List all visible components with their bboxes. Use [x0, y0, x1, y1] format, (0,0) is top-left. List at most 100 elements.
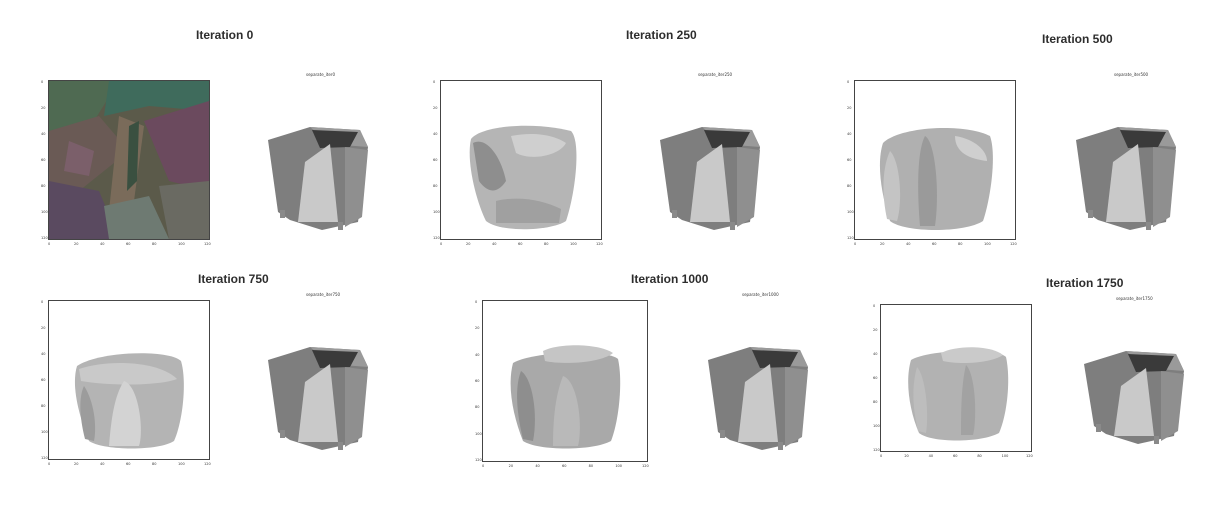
y-tick-label: 120	[41, 456, 48, 460]
chair-render	[74, 353, 184, 449]
render-plot: 0 20 40 60 80 100 120 0 20 40 60 80 100 120	[474, 296, 650, 470]
x-tick-label: 40	[928, 454, 934, 458]
y-tick-label: 100	[873, 424, 880, 428]
x-tick-label: 100	[570, 242, 577, 246]
x-tick-label: 20	[880, 242, 885, 246]
chair-mesh	[660, 127, 760, 230]
y-tick-label: 40	[41, 352, 46, 356]
x-tick-label: 0	[440, 242, 443, 246]
x-tick-label: 20	[904, 454, 909, 458]
subplot-caption: separate_iter1000	[742, 292, 779, 297]
x-tick-label: 60	[126, 462, 131, 466]
y-tick-label: 60	[847, 158, 852, 162]
x-tick-label: 0	[48, 462, 51, 466]
x-tick-label: 0	[880, 454, 883, 458]
mesh-view: separate_iter0	[250, 72, 380, 232]
y-tick-label: 0	[475, 300, 478, 304]
x-tick-label: 0	[854, 242, 857, 246]
subplot-caption: separate_iter250	[698, 72, 733, 77]
y-tick-label: 40	[433, 132, 438, 136]
x-tick-label: 80	[977, 454, 982, 458]
y-tick-label: 0	[847, 80, 850, 84]
x-tick-label: 60	[953, 454, 958, 458]
y-tick-label: 20	[847, 106, 852, 110]
render-plot: 0 20 40 60 80 100 120 0 20 40 60 80 100 120	[872, 300, 1034, 460]
y-tick-label: 40	[847, 132, 852, 136]
subplot-caption: separate_iter1750	[1116, 296, 1153, 301]
initial-texture-render	[49, 81, 209, 239]
y-tick-label: 80	[847, 184, 852, 188]
render-plot: 0 20 40 60 80 100 120 0 20 40 60 80 100 120	[432, 76, 604, 248]
y-tick-label: 60	[41, 378, 46, 382]
x-tick-label: 120	[642, 464, 649, 468]
x-tick-label: 100	[984, 242, 991, 246]
y-tick-label: 120	[475, 458, 482, 462]
chair-render	[908, 347, 1009, 441]
y-tick-label: 120	[433, 236, 440, 240]
group-title: Iteration 0	[196, 28, 254, 42]
plot-area	[880, 304, 1032, 452]
mesh-view: separate_iter1000	[690, 292, 820, 452]
x-tick-label: 80	[958, 242, 963, 246]
y-tick-label: 100	[847, 210, 854, 214]
mesh-view: separate_iter1750	[1066, 296, 1196, 456]
y-tick-label: 80	[41, 404, 46, 408]
y-tick-label: 60	[873, 376, 878, 380]
mesh-view: separate_iter500	[1058, 72, 1188, 232]
y-tick-label: 0	[41, 80, 44, 84]
group-title: Iteration 500	[1042, 32, 1113, 46]
x-tick-label: 0	[482, 464, 485, 468]
x-tick-label: 80	[152, 462, 157, 466]
x-tick-label: 120	[596, 242, 603, 246]
y-tick-label: 120	[873, 448, 880, 452]
x-tick-label: 120	[204, 242, 211, 246]
plot-area	[440, 80, 602, 240]
y-tick-label: 100	[433, 210, 440, 214]
render-plot: 0 20 40 60 80 100 120 0 20 40 60 80 100 120	[40, 296, 212, 468]
x-tick-label: 60	[126, 242, 131, 246]
plot-area	[48, 300, 210, 460]
y-tick-label: 20	[41, 106, 46, 110]
y-tick-label: 80	[873, 400, 878, 404]
x-tick-label: 20	[508, 464, 514, 468]
y-tick-label: 100	[475, 431, 482, 436]
x-tick-label: 120	[204, 462, 211, 466]
x-tick-label: 40	[492, 242, 497, 246]
subplot-caption: separate_iter500	[1114, 72, 1149, 77]
x-tick-label: 80	[152, 242, 157, 246]
group-title: Iteration 1750	[1046, 276, 1124, 290]
x-tick-label: 60	[562, 464, 567, 468]
chair-mesh	[1076, 127, 1176, 230]
render-plot: 0 20 40 60 80 100 120 0 20 40 60 80 100 120	[40, 76, 212, 248]
x-tick-label: 100	[1001, 454, 1009, 458]
chair-render	[510, 345, 621, 449]
y-tick-label: 120	[41, 236, 48, 240]
y-tick-label: 80	[433, 184, 438, 188]
x-tick-label: 80	[588, 464, 594, 468]
x-tick-label: 60	[932, 242, 937, 246]
x-tick-label: 80	[544, 242, 549, 246]
render-plot: 0 20 40 60 80 100 120 0 20 40 60 80 100 120	[846, 76, 1018, 248]
x-tick-label: 120	[1026, 454, 1033, 458]
x-tick-label: 40	[906, 242, 911, 246]
y-tick-label: 40	[873, 352, 878, 356]
y-tick-label: 20	[475, 326, 480, 331]
group-title: Iteration 250	[626, 28, 697, 42]
x-tick-label: 0	[48, 242, 51, 246]
y-tick-label: 80	[41, 184, 46, 188]
x-tick-label: 100	[178, 462, 185, 466]
chair-render	[469, 125, 577, 230]
plot-area	[48, 80, 210, 240]
y-tick-label: 80	[475, 405, 480, 410]
x-tick-label: 20	[466, 242, 471, 246]
subplot-caption: separate_iter750	[306, 292, 341, 297]
x-tick-label: 60	[518, 242, 523, 246]
x-tick-label: 20	[74, 242, 79, 246]
group-title: Iteration 750	[198, 272, 269, 286]
mesh-view: separate_iter250	[642, 72, 772, 232]
y-tick-label: 40	[41, 132, 46, 136]
chair-mesh	[268, 347, 368, 450]
y-tick-label: 20	[433, 106, 438, 110]
chair-mesh	[1084, 351, 1184, 444]
y-tick-label: 120	[847, 236, 854, 240]
